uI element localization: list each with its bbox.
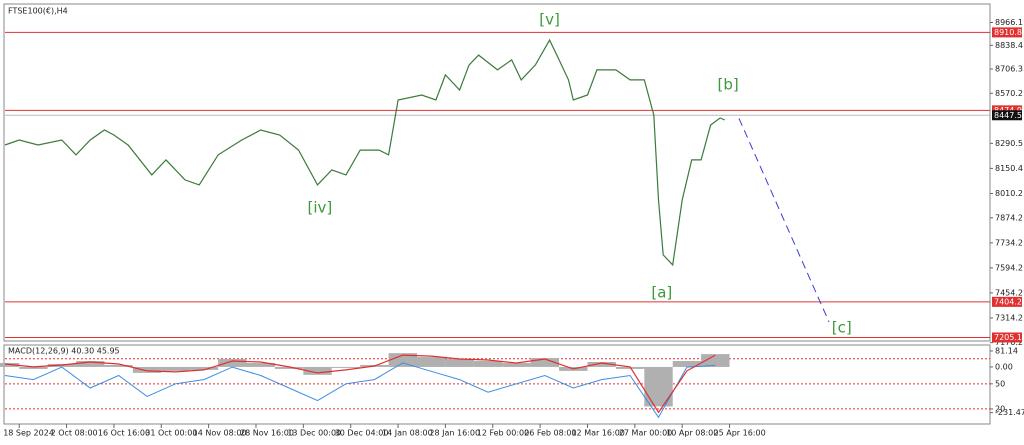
y-tick-label: 8706.3 bbox=[995, 64, 1023, 73]
x-tick-label: 10 Apr 08:00 bbox=[666, 429, 718, 438]
projection-line bbox=[738, 118, 830, 323]
x-tick-label: 12 Mar 16:00 bbox=[571, 429, 624, 438]
y-tick-label: 7874.2 bbox=[995, 213, 1023, 222]
histogram-bar bbox=[587, 362, 616, 367]
y-tick-label: 7594.2 bbox=[995, 263, 1023, 272]
level-label-box bbox=[992, 296, 1022, 307]
x-tick-label: 25 Apr 16:00 bbox=[714, 429, 766, 438]
histogram-bar bbox=[303, 366, 332, 375]
y-tick-label: 8570.2 bbox=[995, 89, 1023, 98]
price-panel bbox=[3, 3, 991, 342]
y-tick-label: 20 bbox=[995, 404, 1005, 413]
y-tick-label: 8010.2 bbox=[995, 189, 1023, 198]
y-tick-label: 81.14 bbox=[995, 346, 1018, 355]
y-tick-label: 7454.2 bbox=[995, 288, 1023, 297]
histogram-bar bbox=[104, 364, 133, 367]
price-line bbox=[4, 38, 726, 267]
y-tick-label: 7176.2 bbox=[995, 338, 1023, 347]
y-tick-label: -231.47 bbox=[995, 408, 1024, 417]
y-tick-label: 0.00 bbox=[995, 362, 1013, 371]
x-tick-label: 18 Sep 2024 bbox=[3, 429, 54, 438]
histogram-bar bbox=[388, 353, 417, 367]
level-label: 7404.2 bbox=[994, 297, 1022, 306]
histogram-bar bbox=[246, 362, 275, 367]
x-tick-label: 31 Oct 00:00 bbox=[145, 429, 197, 438]
wave-label: [a] bbox=[651, 283, 672, 301]
histogram-bar bbox=[189, 366, 219, 370]
x-tick-label: 2 Oct 08:00 bbox=[51, 429, 98, 438]
histogram-bar bbox=[132, 366, 162, 373]
last-price-box bbox=[992, 110, 1022, 121]
level-label-box bbox=[992, 27, 1022, 38]
wave-label: [v] bbox=[539, 11, 560, 29]
macd-title: MACD(12,26,9) 40.30 45.95 bbox=[8, 347, 120, 356]
level-label-box bbox=[992, 332, 1022, 343]
y-tick-label: 8290.5 bbox=[995, 139, 1023, 148]
histogram-bar bbox=[331, 366, 361, 368]
oscillator-line bbox=[4, 362, 716, 419]
wave-label: [c] bbox=[832, 319, 852, 337]
x-tick-label: 27 Mar 00:00 bbox=[619, 429, 672, 438]
x-tick-label: 30 Dec 04:00 bbox=[335, 429, 389, 438]
signal-line bbox=[4, 354, 716, 414]
x-tick-label: 14 Nov 08:00 bbox=[193, 429, 247, 438]
histogram-bar bbox=[19, 366, 48, 369]
level-label: 7205.1 bbox=[994, 333, 1022, 342]
histogram-bar bbox=[502, 362, 531, 367]
histogram-bar bbox=[530, 358, 560, 367]
histogram-bar bbox=[701, 354, 730, 367]
x-tick-label: 13 Dec 00:00 bbox=[287, 429, 341, 438]
y-tick-label: 8966.1 bbox=[995, 18, 1023, 27]
histogram-bar bbox=[672, 361, 702, 367]
y-tick-label: 50 bbox=[995, 379, 1005, 388]
histogram-bar bbox=[76, 361, 105, 367]
histogram-bar bbox=[274, 366, 304, 369]
x-tick-label: 28 Jan 16:00 bbox=[429, 429, 480, 438]
histogram-bar bbox=[218, 359, 247, 367]
y-tick-label: 7734.2 bbox=[995, 238, 1023, 247]
chart-title: FTSE100(€),H4 bbox=[8, 7, 68, 16]
x-tick-label: 28 Nov 16:00 bbox=[240, 429, 294, 438]
x-tick-label: 14 Jan 08:00 bbox=[382, 429, 433, 438]
histogram-bar bbox=[161, 366, 190, 371]
y-tick-label: 8838.4 bbox=[995, 41, 1023, 50]
x-tick-label: 12 Feb 00:00 bbox=[477, 429, 529, 438]
wave-label: [b] bbox=[718, 75, 739, 93]
wave-label: [iv] bbox=[308, 199, 333, 217]
x-tick-label: 26 Feb 08:00 bbox=[524, 429, 576, 438]
histogram-bar bbox=[473, 361, 503, 367]
y-tick-label: 8150.4 bbox=[995, 164, 1023, 173]
x-tick-label: 16 Oct 16:00 bbox=[98, 429, 150, 438]
histogram-bar bbox=[445, 359, 474, 367]
last-price-label: 8447.5 bbox=[994, 111, 1022, 120]
y-tick-label: 7314.2 bbox=[995, 313, 1023, 322]
histogram-bar bbox=[416, 357, 446, 367]
level-label: 8910.8 bbox=[994, 28, 1022, 37]
macd-panel bbox=[3, 344, 991, 425]
